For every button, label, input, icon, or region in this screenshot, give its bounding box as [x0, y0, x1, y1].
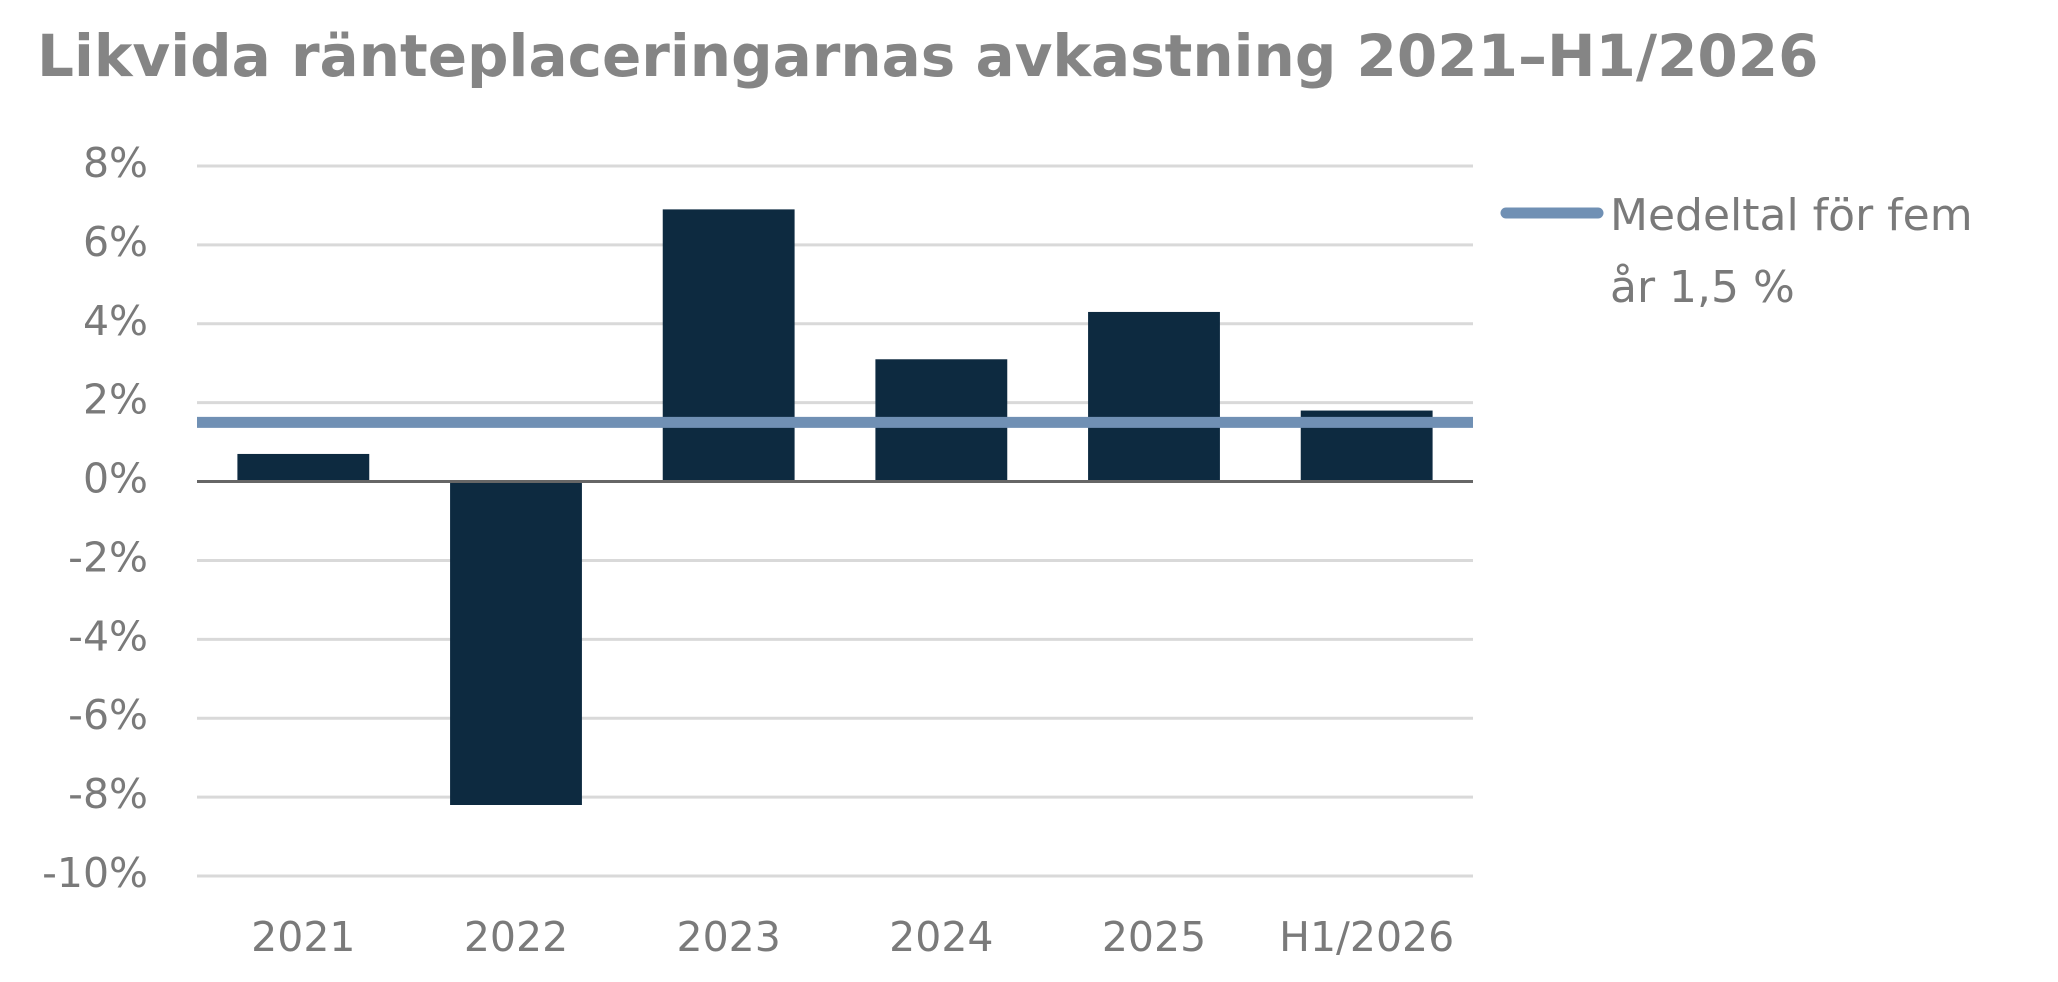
bar: [237, 453, 370, 482]
y-tick-label: -8%: [68, 770, 148, 818]
x-tick-label: 2021: [251, 913, 355, 961]
x-tick-label: H1/2026: [1279, 913, 1454, 961]
y-tick-label: 4%: [83, 297, 148, 345]
bar: [450, 481, 582, 805]
legend-label: Medeltal för fem år 1,5 %: [1610, 190, 1973, 313]
x-tick-label: 2025: [1102, 913, 1206, 961]
x-tick-label: 2023: [676, 913, 780, 961]
x-tick-label: 2022: [464, 913, 568, 961]
y-tick-label: 0%: [83, 455, 148, 503]
y-tick-label: 6%: [83, 218, 148, 266]
y-tick-label: 2%: [83, 376, 148, 424]
bar: [662, 209, 795, 482]
chart-title: Likvida ränteplaceringarnas avkastning 2…: [37, 22, 1819, 90]
y-tick-label: -6%: [68, 691, 148, 739]
bar: [1088, 311, 1220, 482]
y-tick-label: -10%: [42, 849, 148, 897]
y-tick-label: -2%: [68, 533, 148, 581]
y-tick-label: -4%: [68, 612, 148, 660]
x-tick-label: 2024: [889, 913, 993, 961]
y-tick-label: 8%: [83, 139, 148, 187]
